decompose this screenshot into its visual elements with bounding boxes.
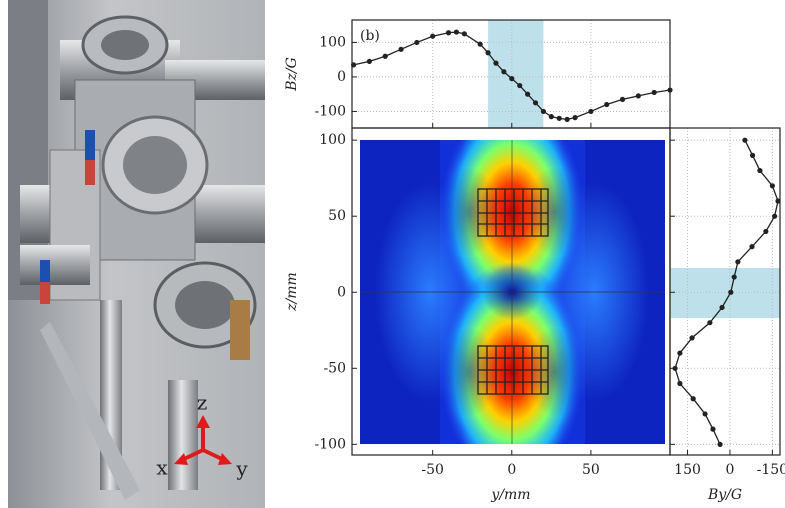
- data-point: [775, 198, 781, 204]
- data-point: [509, 76, 515, 82]
- data-point: [477, 41, 483, 47]
- x-axis-label: y/mm: [490, 487, 530, 503]
- data-point: [635, 93, 641, 99]
- y-tick-label: 0: [337, 69, 346, 85]
- data-point: [445, 30, 452, 36]
- x-tick-label: 150: [674, 462, 701, 478]
- data-point: [485, 50, 491, 56]
- data-point: [588, 108, 594, 115]
- data-point: [398, 46, 404, 52]
- data-point: [677, 350, 683, 356]
- data-point: [604, 101, 610, 108]
- data-point: [556, 115, 562, 121]
- axis-label-z: z: [197, 391, 208, 415]
- data-point: [548, 114, 554, 120]
- x-tick-label: -150: [757, 462, 785, 478]
- y-tick-label: 0: [337, 284, 346, 300]
- data-point: [572, 115, 578, 121]
- data-line: [353, 31, 671, 121]
- axis-label-x: x: [156, 456, 168, 480]
- y-tick-label: -100: [315, 436, 346, 452]
- x-tick-label: 0: [507, 462, 516, 478]
- data-point: [719, 304, 725, 311]
- highlight-band: [670, 267, 780, 319]
- data-point: [731, 274, 737, 280]
- data-point: [710, 426, 716, 432]
- data-point: [564, 116, 570, 122]
- data-point: [501, 69, 507, 75]
- data-point: [677, 380, 683, 387]
- y-axis-label: Bz/G: [284, 57, 300, 92]
- data-point: [717, 441, 723, 447]
- y-tick-label: 50: [328, 208, 346, 224]
- highlight-band: [488, 20, 544, 128]
- y-tick-label: 100: [319, 132, 346, 148]
- data-point: [414, 39, 420, 46]
- x-axis-label: By/G: [707, 487, 742, 503]
- data-point: [769, 183, 775, 189]
- x-tick-label: -50: [421, 462, 444, 478]
- data-point: [672, 365, 678, 371]
- data-point: [540, 108, 547, 115]
- data-point: [749, 244, 755, 250]
- data-point: [525, 91, 531, 97]
- data-point: [651, 89, 657, 96]
- y-tick-label: -100: [315, 103, 346, 119]
- apparatus-photo: z x y: [8, 0, 265, 508]
- data-point: [532, 100, 539, 106]
- data-point: [690, 396, 696, 402]
- data-point: [461, 31, 467, 37]
- y-tick-label: 100: [319, 34, 346, 50]
- data-point: [757, 167, 763, 174]
- panel-label: (b): [360, 28, 380, 44]
- data-point: [493, 60, 499, 66]
- data-point: [667, 87, 673, 93]
- data-point: [772, 213, 778, 219]
- field-map: [360, 140, 665, 444]
- x-tick-label: 50: [582, 462, 600, 478]
- data-point: [689, 335, 695, 341]
- plot-frame: [669, 127, 781, 456]
- data-point: [517, 82, 523, 89]
- data-point: [619, 96, 626, 102]
- y-tick-label: -50: [323, 360, 346, 376]
- data-point: [763, 228, 769, 235]
- data-point: [749, 152, 756, 158]
- data-point: [453, 29, 460, 35]
- axis-label-y: y: [235, 457, 248, 481]
- data-point: [350, 62, 357, 68]
- data-point: [430, 33, 436, 39]
- data-point: [742, 137, 748, 143]
- data-point: [382, 53, 388, 59]
- y-axis-label: z/mm: [284, 272, 300, 312]
- data-point: [735, 259, 741, 265]
- data-point: [728, 289, 734, 295]
- x-tick-label: 0: [725, 462, 734, 478]
- data-point: [366, 58, 373, 65]
- data-point: [707, 320, 713, 326]
- data-point: [702, 411, 708, 417]
